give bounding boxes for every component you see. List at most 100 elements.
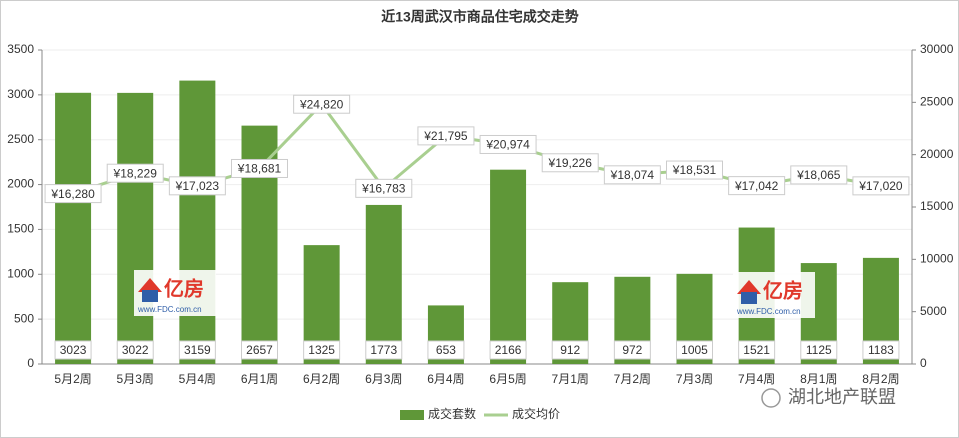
y2-tick-label: 30000 — [920, 42, 954, 56]
data-label: 1125 — [806, 343, 832, 357]
x-tick-label: 8月2周 — [862, 372, 899, 386]
label-bg — [231, 158, 288, 178]
legend-label: 成交均价 — [512, 406, 560, 421]
label-bg — [790, 165, 848, 185]
data-label: 3159 — [184, 343, 211, 357]
label-bg — [54, 340, 92, 360]
y-tick-label: 3000 — [7, 87, 34, 101]
bar — [365, 204, 402, 364]
label-bg — [852, 176, 910, 196]
data-label: 3022 — [122, 343, 149, 357]
y-tick-label: 1000 — [7, 266, 34, 280]
x-tick-label: 6月1周 — [241, 372, 278, 386]
label-bg — [613, 340, 651, 360]
data-label: ¥17,020 — [858, 179, 903, 193]
data-label: 912 — [560, 343, 580, 357]
y-tick-label: 2000 — [7, 177, 34, 191]
logo-site: www.FDC.com.cn — [137, 305, 202, 314]
data-label: ¥18,681 — [237, 162, 282, 176]
data-label: ¥18,531 — [672, 163, 717, 177]
logo-text: 亿房 — [763, 278, 803, 302]
label-bg — [303, 340, 341, 360]
data-label: ¥20,974 — [485, 138, 530, 152]
label-bg — [489, 340, 527, 360]
x-tick-label: 7月4周 — [738, 372, 775, 386]
x-tick-label: 5月2周 — [54, 372, 91, 386]
y-tick-label: 2500 — [7, 132, 34, 146]
bar — [117, 92, 154, 365]
data-label: 1773 — [370, 343, 397, 357]
data-label: 1005 — [681, 343, 708, 357]
data-label: ¥18,074 — [610, 168, 655, 182]
x-tick-label: 7月3周 — [676, 372, 713, 386]
x-tick-label: 6月4周 — [427, 372, 464, 386]
account-icon — [761, 388, 781, 408]
data-label: ¥19,226 — [548, 156, 593, 170]
data-label: ¥18,065 — [796, 168, 841, 182]
legend-swatch — [400, 410, 424, 420]
data-label: 2657 — [246, 343, 273, 357]
label-bg — [293, 94, 351, 114]
label-bg — [427, 340, 465, 360]
x-tick-label: 5月3周 — [117, 372, 154, 386]
label-bg — [116, 340, 154, 360]
chart-title: 近13周武汉市商品住宅成交走势 — [381, 9, 579, 25]
y-tick-label: 0 — [27, 356, 34, 370]
data-label: 2166 — [495, 343, 522, 357]
data-label: 1325 — [308, 343, 335, 357]
y2-tick-label: 0 — [920, 356, 927, 370]
data-label: ¥17,042 — [734, 179, 779, 193]
label-bg — [417, 126, 475, 146]
watermark-logo: 亿房 www.FDC.com.cn — [733, 272, 815, 318]
data-label: 1521 — [743, 343, 770, 357]
bar — [179, 80, 216, 364]
label-bg — [862, 340, 900, 360]
y-tick-label: 3500 — [7, 42, 34, 56]
x-tick-label: 6月2周 — [303, 372, 340, 386]
data-label: 3023 — [60, 343, 87, 357]
data-label: ¥16,783 — [361, 182, 406, 196]
data-label: ¥18,229 — [113, 166, 158, 180]
account-name: 湖北地产联盟 — [788, 387, 896, 407]
y-tick-label: 500 — [14, 311, 34, 325]
label-bg — [738, 340, 776, 360]
label-bg — [365, 340, 403, 360]
bar — [490, 169, 527, 364]
label-bg — [800, 340, 838, 360]
watermark-logo: 亿房 www.FDC.com.cn — [134, 270, 216, 316]
x-tick-label: 7月2周 — [614, 372, 651, 386]
data-label: 972 — [622, 343, 642, 357]
logo-text: 亿房 — [164, 276, 204, 300]
y2-tick-label: 25000 — [920, 95, 954, 109]
label-bg — [551, 340, 589, 360]
label-bg — [106, 163, 164, 183]
data-label: ¥24,820 — [299, 97, 344, 111]
label-bg — [666, 160, 723, 180]
label-bg — [241, 340, 278, 360]
data-label: ¥16,280 — [50, 187, 95, 201]
legend-label: 成交套数 — [428, 406, 476, 421]
label-bg — [355, 178, 413, 198]
x-tick-label: 7月1周 — [552, 372, 589, 386]
label-bg — [541, 153, 599, 173]
label-bg — [676, 340, 713, 360]
label-bg — [168, 176, 226, 196]
label-bg — [178, 340, 216, 360]
label-bg — [728, 176, 786, 196]
y2-tick-label: 5000 — [920, 304, 947, 318]
data-label: ¥17,023 — [175, 179, 220, 193]
data-label: 1183 — [868, 343, 894, 357]
x-tick-label: 8月1周 — [800, 372, 837, 386]
data-label: ¥21,795 — [423, 129, 468, 143]
data-label: 653 — [436, 343, 456, 357]
y-tick-label: 1500 — [7, 222, 34, 236]
logo-site: www.FDC.com.cn — [736, 307, 801, 316]
label-bg — [44, 184, 102, 204]
y2-tick-label: 15000 — [920, 199, 954, 213]
label-bg — [479, 134, 537, 154]
y2-tick-label: 10000 — [920, 252, 954, 266]
y2-tick-label: 20000 — [920, 147, 954, 161]
x-tick-label: 5月4周 — [179, 372, 216, 386]
